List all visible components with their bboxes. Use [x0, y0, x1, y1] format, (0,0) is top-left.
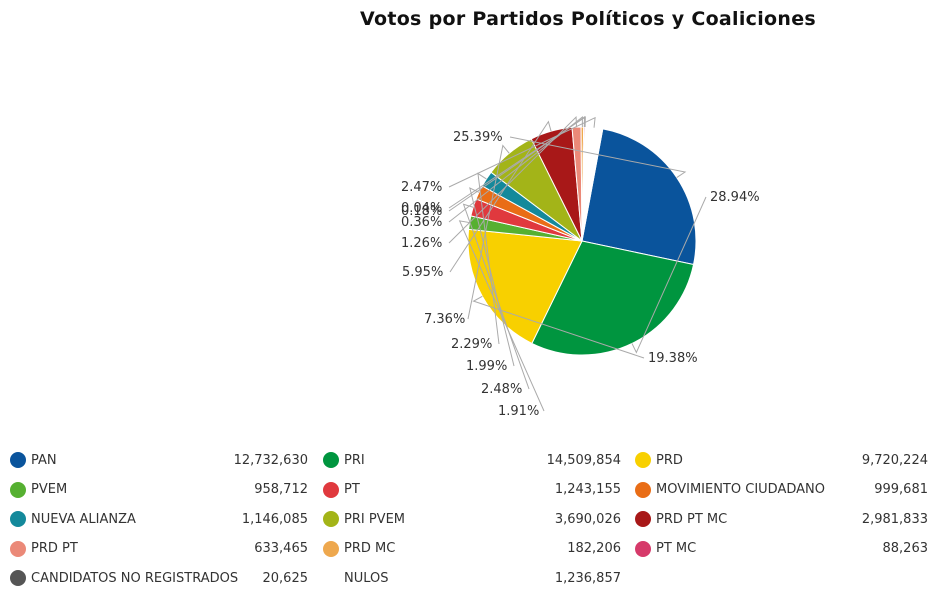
legend-value: 999,681: [874, 482, 928, 497]
legend-item-prd[interactable]: PRD 9,720,224: [635, 448, 928, 472]
legend-swatch: [10, 481, 26, 498]
slice-label-pri: 28.94%: [710, 190, 760, 205]
legend-label: PRI PVEM: [344, 511, 406, 527]
legend-value: 182,206: [567, 541, 621, 556]
pie-slice-nulos[interactable]: [581, 126, 604, 242]
legend-label: PVEM: [31, 482, 68, 497]
legend-swatch: [323, 452, 339, 468]
legend-label: MOVIMIENTO CIUDADANO: [656, 482, 825, 497]
legend-swatch: [635, 452, 651, 468]
legend-item-pt[interactable]: PT 1,243,155: [323, 478, 621, 502]
slice-label-pri-pvem: 7.36%: [424, 312, 465, 327]
legend-swatch: [323, 511, 339, 527]
legend-label: NULOS: [344, 570, 389, 586]
pie-chart: 25.39% 28.94% 19.38% 1.91% 2.48% 1.99% 2.29% 7.…: [401, 115, 760, 419]
chart-area: Votos por Partidos Políticos y Coalicion…: [360, 8, 817, 419]
legend-item-pri[interactable]: PRI 14,509,854: [323, 448, 621, 472]
leader-line-nulos: [448, 116, 596, 188]
slice-label-pvem: 1.91%: [498, 404, 539, 419]
pie-slice-pan[interactable]: [581, 128, 697, 266]
legend-item-candidatos-no-registrados[interactable]: CANDIDATOS NO REGISTRADOS 20,625: [10, 566, 308, 590]
leader-line-pvem: [458, 220, 545, 412]
legend-value: 633,465: [254, 541, 308, 556]
legend-item-prd-pt[interactable]: PRD PT 633,465: [10, 537, 308, 561]
legend-value: 958,712: [254, 482, 308, 497]
slice-label-pt-mc: 0.18%: [401, 204, 442, 219]
legend-label: PRI: [344, 452, 365, 468]
legend-item-pvem[interactable]: PVEM 958,712: [10, 478, 308, 502]
slice-label-candidatos-no-registrados: 0.04%: [401, 201, 442, 216]
legend-label: PRD MC: [344, 541, 396, 556]
leader-line-pan: [509, 136, 687, 179]
legend-item-nueva-alianza[interactable]: NUEVA ALIANZA 1,146,085: [10, 507, 308, 531]
legend-label: PRD PT: [31, 541, 78, 556]
legend-value: 1,243,155: [554, 482, 621, 497]
slice-label-prd-pt-mc: 5.95%: [402, 265, 443, 280]
legend-value: 2,981,833: [861, 511, 928, 527]
legend-value: 9,720,224: [861, 452, 928, 468]
slice-label-pan: 25.39%: [453, 130, 503, 145]
leader-line-pri: [631, 196, 707, 354]
chart-title: Votos por Partidos Políticos y Coalicion…: [360, 8, 817, 30]
legend-swatch: [323, 540, 339, 557]
leader-line-prd-pt: [448, 115, 578, 244]
legend-value: 3,690,026: [554, 511, 621, 527]
leader-line-candidatos-no-registrados: [448, 116, 586, 209]
legend-swatch: [635, 540, 651, 557]
legend-swatch: [635, 511, 651, 527]
legend-label: PRD: [656, 452, 683, 468]
slice-label-prd: 19.38%: [648, 351, 698, 366]
slice-label-prd-mc: 0.36%: [401, 215, 442, 230]
legend-swatch: [10, 452, 26, 468]
legend-label: CANDIDATOS NO REGISTRADOS: [31, 570, 239, 586]
legend-item-movimiento-ciudadano[interactable]: MOVIMIENTO CIUDADANO 999,681: [635, 478, 928, 502]
legend-swatch: [10, 540, 26, 557]
legend-item-nulos[interactable]: NULOS 1,236,857: [323, 566, 621, 590]
legend-value: 14,509,854: [546, 452, 621, 468]
slice-label-nulos: 2.47%: [401, 180, 442, 195]
slice-label-movimiento-ciudadano: 1.99%: [466, 359, 507, 374]
legend-label: PT MC: [656, 541, 697, 556]
leader-line-prd-pt-mc: [449, 120, 552, 273]
legend-swatch: [635, 481, 651, 498]
legend-label: PRD PT MC: [656, 511, 728, 527]
legend-value: 20,625: [262, 570, 309, 586]
legend-label: PT: [344, 482, 360, 497]
legend-swatch: [10, 570, 26, 586]
legend-value: 12,732,630: [233, 452, 308, 468]
legend-swatch: [10, 511, 26, 527]
legend-swatch: [323, 481, 339, 498]
legend-item-pri-pvem[interactable]: PRI PVEM 3,690,026: [323, 507, 621, 531]
legend-item-pt-mc[interactable]: PT MC 88,263: [635, 537, 928, 561]
legend-item-pan[interactable]: PAN 12,732,630: [10, 448, 308, 472]
leader-line-pt: [462, 203, 530, 390]
legend-label: PAN: [31, 452, 57, 468]
legend-value: 1,236,857: [554, 570, 621, 586]
legend-label: NUEVA ALIANZA: [31, 511, 136, 527]
slice-label-nueva-alianza: 2.29%: [451, 337, 492, 352]
leader-line-pri-pvem: [467, 144, 510, 320]
legend-item-prd-mc[interactable]: PRD MC 182,206: [323, 537, 621, 561]
slice-label-pt: 2.48%: [481, 382, 522, 397]
legend-item-prd-pt-mc[interactable]: PRD PT MC 2,981,833: [635, 507, 928, 531]
leader-line-movimiento-ciudadano: [469, 187, 515, 367]
legend-value: 1,146,085: [241, 511, 308, 527]
slice-label-prd-pt: 1.26%: [401, 236, 442, 251]
legend-value: 88,263: [882, 541, 929, 556]
legend-swatch: [323, 570, 339, 586]
leader-line-prd: [472, 295, 645, 359]
